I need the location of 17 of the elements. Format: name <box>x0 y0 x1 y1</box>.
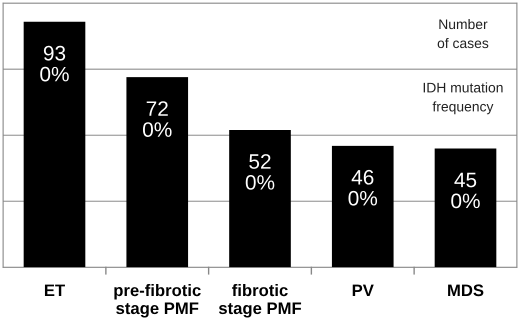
data-label: 72 0% <box>143 101 172 137</box>
annotation: IDH mutation frequency <box>424 82 503 114</box>
x-tick-label: ET <box>44 284 65 296</box>
x-tick-label: PV <box>352 284 374 296</box>
data-label: 46 0% <box>348 170 378 206</box>
bar <box>434 148 496 268</box>
x-tick-label: MDS <box>448 284 484 296</box>
bar <box>126 77 188 268</box>
data-label: 52 0% <box>246 154 274 190</box>
bar <box>229 130 291 268</box>
x-tick-label: fibrotic stage PMF <box>218 284 302 318</box>
bar <box>332 146 394 268</box>
bar <box>24 22 86 268</box>
annotation: Number of cases <box>438 18 488 48</box>
data-label: 93 0% <box>40 46 69 82</box>
data-label: 45 0% <box>451 172 480 208</box>
x-tick-label: pre-fibrotic stage PMF <box>114 284 201 318</box>
